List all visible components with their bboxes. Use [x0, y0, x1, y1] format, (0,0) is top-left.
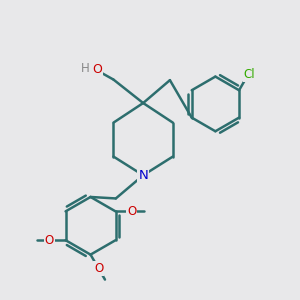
- Text: O: O: [92, 63, 102, 76]
- Text: N: N: [138, 169, 148, 182]
- Text: O: O: [127, 205, 136, 218]
- Text: O: O: [94, 262, 104, 275]
- Text: H: H: [81, 62, 90, 75]
- Text: Cl: Cl: [244, 68, 255, 81]
- Text: O: O: [45, 234, 54, 247]
